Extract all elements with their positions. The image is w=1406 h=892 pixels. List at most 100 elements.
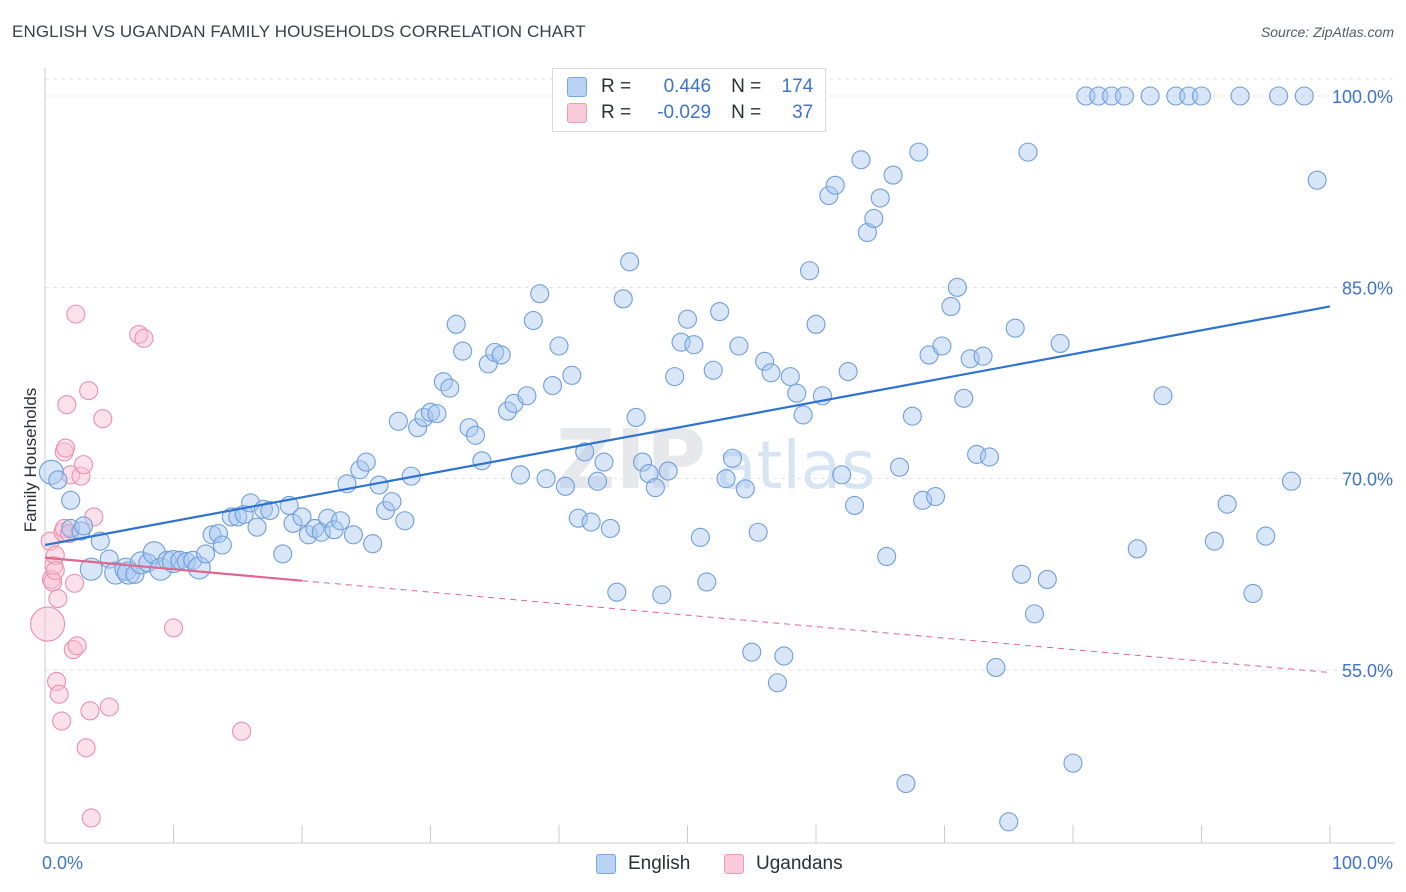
english-point (446, 314, 466, 334)
ugandans-point (57, 395, 77, 415)
english-point (48, 470, 68, 490)
english-point (932, 336, 952, 356)
english-point (677, 309, 698, 329)
english-point (819, 185, 839, 206)
english-point (581, 512, 601, 532)
english-point (870, 188, 890, 208)
ugandans-point (129, 324, 149, 345)
english-point (1307, 170, 1327, 190)
english-point (838, 361, 858, 382)
english-point (913, 490, 933, 510)
ugandans-swatch (567, 103, 587, 123)
english-point (420, 402, 441, 422)
english-point (645, 478, 665, 498)
english-point (465, 425, 486, 445)
english-point (562, 365, 582, 385)
english-point (864, 208, 884, 229)
english-point (453, 341, 473, 361)
english-point (889, 457, 910, 477)
english-legend-swatch (596, 854, 616, 874)
english-swatch (567, 77, 587, 97)
y-tick-label: 70.0% (1342, 470, 1393, 490)
english-point (857, 222, 877, 243)
english-point (793, 405, 813, 425)
english-point (703, 360, 723, 380)
ugandans-point (76, 738, 96, 758)
ugandans-legend-swatch (724, 854, 744, 874)
english-point (832, 465, 852, 485)
english-point (388, 411, 408, 431)
english-n-value: 174 (781, 76, 814, 97)
english-point (74, 516, 94, 536)
english-point (208, 523, 229, 544)
english-point (954, 388, 974, 408)
english-point (536, 469, 556, 489)
english-point (613, 289, 633, 309)
ugandans-r-value: -0.029 (657, 102, 712, 123)
english-point (877, 546, 897, 567)
english-point (729, 336, 749, 356)
english-point (1050, 333, 1070, 354)
y-tick-label: 85.0% (1342, 278, 1393, 298)
english-point (395, 511, 415, 531)
english-point (594, 452, 614, 472)
y-tick-label: 100.0% (1332, 87, 1393, 107)
english-point (61, 490, 81, 510)
english-point (363, 534, 383, 554)
english-point (684, 335, 704, 355)
english-point (350, 460, 370, 480)
english-point (742, 642, 762, 662)
english-point (1204, 531, 1224, 551)
english-point (79, 557, 103, 581)
english-point (767, 673, 788, 693)
english-point (247, 517, 267, 537)
legend-item-english[interactable]: English (596, 852, 690, 876)
english-point (1256, 526, 1276, 546)
legend-item-ugandans[interactable]: Ugandans (724, 852, 843, 876)
english-point (925, 486, 946, 507)
english-point (787, 383, 807, 403)
ugandans-point (232, 721, 252, 741)
english-point (273, 544, 293, 564)
english-point (1018, 142, 1038, 162)
ugandans-n-value: 37 (792, 102, 814, 123)
english-point (196, 544, 216, 564)
english-point (71, 521, 91, 541)
english-point (607, 582, 627, 602)
axes (44, 68, 1395, 844)
english-point (498, 401, 518, 421)
english-point (472, 451, 492, 471)
english-point (755, 351, 775, 371)
ugandans-point (163, 618, 184, 638)
english-point (587, 471, 608, 491)
watermark: ZIP atlas (556, 413, 876, 508)
english-legend-label: English (628, 853, 691, 874)
ugandans-trend-line-solid (44, 556, 303, 582)
english-point (414, 407, 434, 427)
english-point (909, 142, 929, 162)
english-r-value: 0.446 (663, 76, 712, 97)
english-point (1281, 471, 1301, 491)
english-point (902, 406, 922, 426)
ugandans-point (74, 455, 94, 475)
ugandans-point (81, 808, 101, 828)
english-point (292, 507, 312, 527)
english-point (973, 346, 993, 366)
english-point (1230, 86, 1250, 106)
english-point (780, 367, 800, 387)
axis-labels: 55.0% 70.0% 85.0% 100.0% 0.0% 100.0% Family Ho… (21, 87, 1393, 873)
ugandans-point (45, 560, 65, 581)
english-point (883, 165, 903, 185)
ugandans-point (49, 684, 69, 704)
english-point (517, 386, 537, 406)
english-point (735, 479, 755, 499)
english-point (626, 407, 646, 427)
english-point (459, 418, 479, 438)
english-point (1012, 564, 1032, 584)
english-point (979, 447, 1000, 467)
english-point (941, 296, 961, 317)
r-label: R = (601, 102, 632, 123)
english-point (440, 378, 460, 398)
ugandans-point (71, 466, 91, 486)
